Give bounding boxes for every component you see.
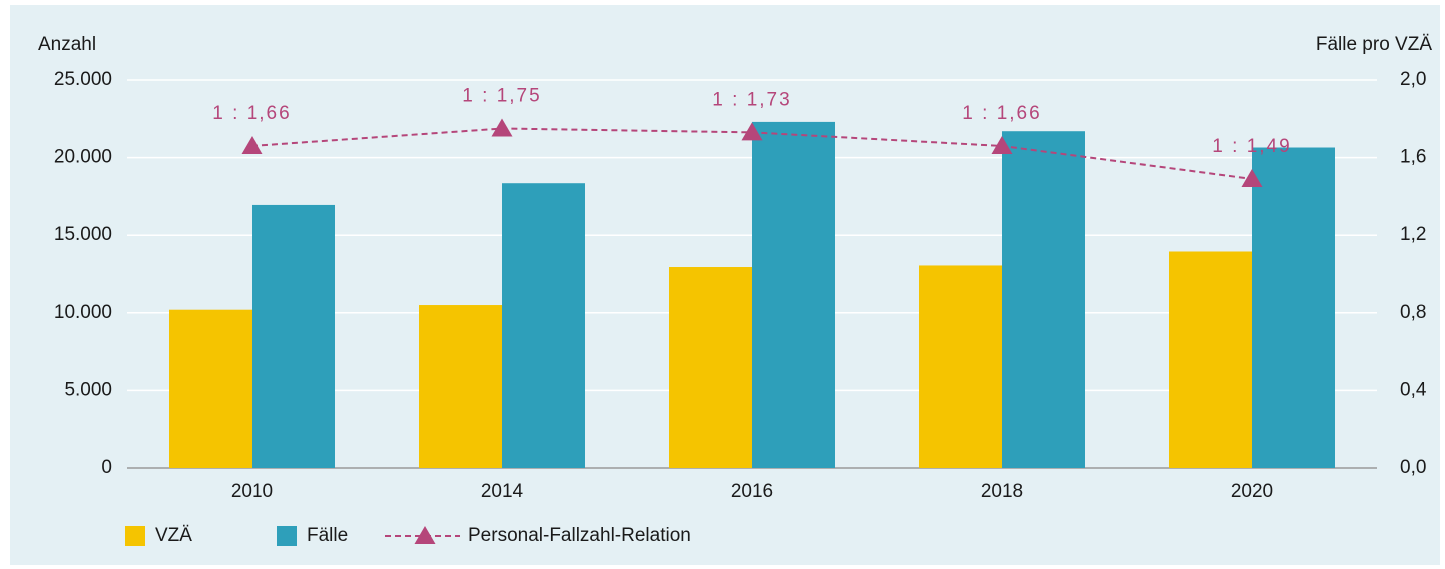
y2-axis-label: Fälle pro VZÄ — [1316, 34, 1432, 55]
data-label: 1 : 1,49 — [1212, 136, 1291, 157]
legend-marker — [414, 526, 436, 544]
bar — [252, 204, 335, 468]
data-label: 1 : 1,66 — [212, 103, 291, 124]
data-label: 1 : 1,73 — [712, 89, 791, 110]
y2-tick-label: 0,8 — [1400, 302, 1426, 323]
legend-swatch — [125, 526, 145, 546]
marker — [991, 135, 1013, 154]
legend-label: Fälle — [307, 525, 348, 546]
bar — [1252, 147, 1335, 468]
y-tick-label: 25.000 — [54, 69, 112, 90]
y2-tick-label: 2,0 — [1400, 69, 1426, 90]
data-label: 1 : 1,66 — [962, 103, 1041, 124]
marker — [741, 122, 763, 141]
bar — [752, 121, 835, 469]
x-tick-label: 2018 — [981, 481, 1023, 502]
marker — [491, 118, 513, 137]
bar — [169, 309, 252, 468]
bar — [669, 267, 752, 468]
y-tick-label: 0 — [101, 457, 112, 478]
bar — [1169, 251, 1252, 468]
x-tick-label: 2010 — [231, 481, 273, 502]
bar — [919, 265, 1002, 468]
x-tick-label: 2014 — [481, 481, 524, 502]
legend-label: Personal-Fallzahl-Relation — [468, 525, 691, 546]
y-tick-label: 20.000 — [54, 147, 112, 168]
y-tick-label: 5.000 — [64, 379, 112, 400]
x-tick-label: 2020 — [1231, 481, 1273, 502]
y2-tick-label: 0,0 — [1400, 457, 1426, 478]
marker — [241, 135, 263, 154]
x-tick-label: 2016 — [731, 481, 773, 502]
legend-label: VZÄ — [155, 525, 192, 546]
y2-tick-label: 1,2 — [1400, 224, 1426, 245]
y2-tick-label: 1,6 — [1400, 147, 1426, 168]
y-tick-label: 15.000 — [54, 224, 112, 245]
bar — [1002, 131, 1085, 468]
data-label: 1 : 1,75 — [462, 86, 541, 107]
legend-swatch — [277, 526, 297, 546]
marker — [1241, 168, 1263, 187]
y-tick-label: 10.000 — [54, 302, 112, 323]
bar — [502, 183, 585, 468]
y2-tick-label: 0,4 — [1400, 379, 1427, 400]
y-axis-label: Anzahl — [38, 34, 96, 55]
bar — [419, 305, 502, 468]
